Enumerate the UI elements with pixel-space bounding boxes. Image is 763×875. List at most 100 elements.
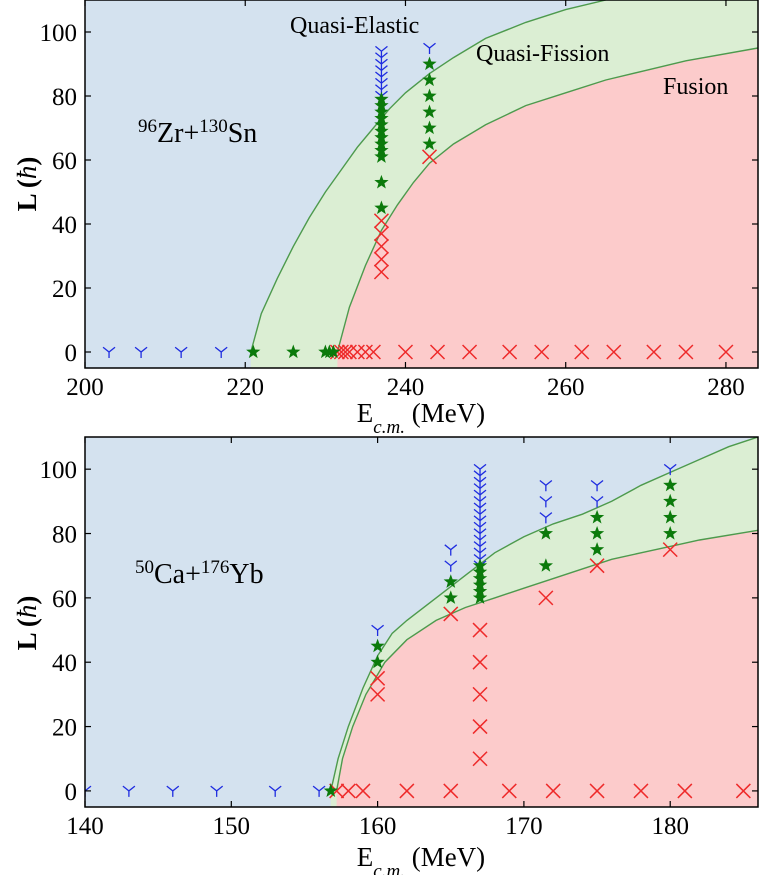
fusion-marker — [633, 783, 649, 799]
quasi-elastic-marker — [444, 544, 458, 556]
axis-ticks: 200 220 240 260 280 0 20 40 60 80 100 — [40, 0, 758, 401]
fusion-marker — [373, 238, 389, 254]
quasi-elastic-marker — [473, 515, 487, 527]
quasi-elastic-marker — [590, 479, 604, 492]
quasi-fission-marker — [374, 149, 389, 163]
quasi-fission-marker — [663, 526, 678, 540]
quasi-fission-marker — [422, 136, 437, 151]
fusion-marker — [349, 344, 365, 360]
bottom-panel: 140 150 160 170 180 0 20 40 60 80 100 50Ca+176Yb E… — [12, 436, 759, 875]
fusion-marker — [472, 719, 488, 735]
quasi-elastic-marker — [473, 489, 487, 501]
quasi-fission-marker — [374, 98, 389, 112]
x-tick-label: 170 — [505, 813, 543, 840]
quasi-fission-marker — [663, 477, 678, 492]
quasi-elastic-marker — [473, 528, 487, 540]
quasi-fission-marker — [472, 577, 488, 592]
quasi-elastic-marker — [473, 463, 487, 476]
quasi-elastic-marker — [473, 521, 487, 534]
fusion-region — [337, 48, 758, 368]
top-panel: 200 220 240 260 280 0 20 40 60 80 100 Quasi-Elasti… — [12, 0, 759, 438]
quasi-elastic-marker — [166, 785, 180, 797]
quasi-fission-marker — [589, 509, 605, 524]
reaction-system-label: 96Zr+130Sn — [138, 116, 257, 150]
quasi-fission-marker — [374, 123, 389, 138]
quasi-fission-marker — [374, 136, 389, 151]
quasi-fission-marker — [326, 344, 341, 359]
quasi-elastic-marker — [539, 512, 553, 524]
quasi-fission-marker — [538, 526, 553, 540]
fusion-marker — [462, 344, 478, 360]
quasi-elastic-label: Quasi-Elastic — [290, 13, 419, 39]
y-tick-label: 80 — [52, 522, 77, 549]
fusion-marker — [678, 344, 694, 360]
quasi-fission-marker — [472, 590, 488, 604]
quasi-elastic-marker — [268, 785, 282, 797]
quasi-elastic-marker — [473, 502, 487, 514]
fusion-marker — [357, 344, 373, 360]
fusion-marker — [373, 213, 389, 229]
fusion-marker — [472, 686, 488, 702]
quasi-fission-marker — [472, 571, 488, 585]
quasi-elastic-marker — [375, 71, 388, 83]
fusion-marker — [538, 590, 554, 606]
quasi-fission-marker — [472, 564, 488, 579]
quasi-elastic-marker — [312, 785, 326, 797]
fusion-region — [336, 530, 758, 807]
fusion-marker — [340, 783, 356, 799]
quasi-fission-marker — [286, 344, 301, 359]
quasi-fission-marker — [374, 142, 389, 157]
quasi-elastic-marker — [663, 463, 677, 476]
fusion-marker — [365, 344, 381, 360]
fusion-marker — [373, 226, 389, 242]
quasi-fission-marker — [422, 120, 437, 135]
fusion-marker — [534, 344, 550, 360]
x-tick-label: 160 — [359, 813, 397, 840]
fusion-marker — [472, 622, 488, 638]
y-tick-label: 0 — [65, 340, 78, 367]
quasi-elastic-marker — [85, 785, 92, 797]
reaction-system-label: 50Ca+176Yb — [135, 557, 264, 591]
x-tick-label: 140 — [66, 813, 104, 840]
axis-ticks: 140 150 160 170 180 0 20 40 60 80 100 — [40, 437, 758, 840]
data-markers — [85, 463, 751, 799]
quasi-fission-marker — [663, 509, 678, 524]
fusion-marker — [443, 606, 459, 622]
quasi-elastic-marker — [473, 508, 487, 521]
quasi-fission-marker — [443, 574, 458, 588]
quasi-fission-marker — [589, 526, 605, 540]
quasi-fission-marker — [323, 783, 338, 797]
quasi-fission-marker — [370, 638, 385, 653]
quasi-fission-label: Quasi-Fission — [476, 41, 609, 67]
quasi-elastic-boundary — [250, 0, 606, 353]
fusion-marker — [502, 344, 518, 360]
fusion-label: Fusion — [663, 74, 728, 100]
fusion-marker — [443, 783, 459, 799]
quasi-fission-marker — [472, 558, 488, 572]
fusion-marker — [355, 783, 371, 799]
quasi-elastic-marker — [473, 470, 487, 482]
quasi-fission-marker — [246, 344, 261, 359]
fusion-marker — [589, 783, 605, 799]
quasi-elastic-marker — [473, 547, 487, 559]
quasi-fission-marker — [370, 654, 385, 669]
quasi-elastic-marker — [102, 346, 116, 358]
quasi-elastic-marker — [375, 52, 388, 64]
quasi-elastic-marker — [423, 42, 436, 54]
quasi-elastic-marker — [371, 624, 385, 637]
quasi-elastic-marker — [122, 785, 136, 797]
y-tick-label: 20 — [52, 276, 77, 303]
x-tick-label: 240 — [387, 374, 425, 401]
fusion-boundary — [336, 47, 758, 353]
quasi-fission-marker — [374, 110, 389, 125]
quasi-elastic-marker — [539, 496, 553, 508]
fusion-marker — [370, 670, 386, 686]
fusion-marker — [589, 558, 605, 574]
quasi-elastic-marker — [473, 541, 487, 553]
x-axis-title: Ec.m. (MeV) — [357, 398, 485, 438]
y-axis-title: L (ħ) — [12, 157, 42, 212]
plot-frame — [84, 436, 759, 808]
fusion-marker — [370, 686, 386, 702]
y-tick-label: 20 — [52, 715, 77, 742]
